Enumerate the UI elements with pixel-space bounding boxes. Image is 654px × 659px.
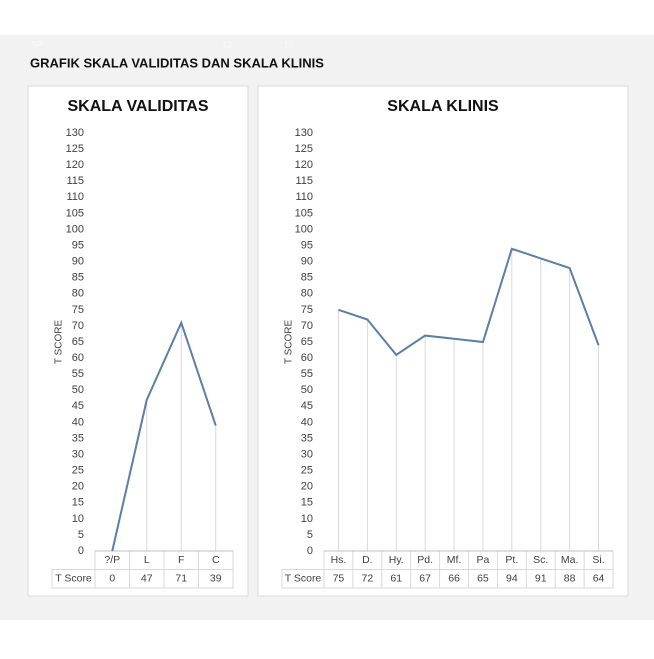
y-tick-label: 100 <box>66 223 84 235</box>
x-tick-label: C <box>212 554 220 566</box>
x-tick-label: ?/P <box>104 554 120 566</box>
table-value: 0 <box>109 573 115 585</box>
y-tick-label: 70 <box>301 320 313 332</box>
y-tick-label: 105 <box>295 207 313 219</box>
table-value: 72 <box>362 573 374 585</box>
y-tick-label: 115 <box>66 175 84 187</box>
y-tick-label: 75 <box>301 304 313 316</box>
y-tick-label: 90 <box>72 256 84 268</box>
y-tick-label: 30 <box>72 448 84 460</box>
series-line <box>338 247 600 357</box>
table-value: 39 <box>210 573 222 585</box>
y-tick-label: 70 <box>72 320 84 332</box>
x-tick-label: L <box>144 554 150 566</box>
y-tick-label: 95 <box>72 239 84 251</box>
chart-panel <box>27 85 249 597</box>
y-tick-label: 5 <box>307 529 313 541</box>
table-value: 71 <box>175 573 187 585</box>
faint-cell: 5P <box>32 39 43 49</box>
y-tick-label: 40 <box>72 416 84 428</box>
y-tick-label: 25 <box>72 465 84 477</box>
x-tick-label: Mf. <box>447 554 462 566</box>
y-tick-label: 80 <box>72 288 84 300</box>
y-tick-label: 130 <box>295 127 313 139</box>
x-tick-label: Si. <box>592 554 604 566</box>
y-tick-label: 15 <box>301 497 313 509</box>
x-tick-label: Sc. <box>533 554 548 566</box>
y-tick-label: 85 <box>301 272 313 284</box>
y-tick-label: 85 <box>72 272 84 284</box>
y-tick-label: 10 <box>72 513 84 525</box>
page-title: GRAFIK SKALA VALIDITAS DAN SKALA KLINIS <box>30 55 324 70</box>
x-tick-label: Hy. <box>389 554 404 566</box>
y-tick-label: 110 <box>66 191 84 203</box>
y-tick-label: 0 <box>307 545 313 557</box>
chart-title: SKALA KLINIS <box>387 98 499 115</box>
y-tick-label: 105 <box>66 207 84 219</box>
y-axis-title: T SCORE <box>284 320 295 365</box>
y-tick-label: 50 <box>72 384 84 396</box>
series-line <box>111 319 217 552</box>
y-tick-label: 55 <box>301 368 313 380</box>
table-value: 67 <box>419 573 431 585</box>
y-tick-label: 75 <box>72 304 84 316</box>
y-tick-label: 20 <box>301 481 313 493</box>
y-tick-label: 115 <box>295 175 313 187</box>
table-value: 88 <box>564 573 576 585</box>
y-tick-label: 65 <box>301 336 313 348</box>
faint-cell: 13 <box>222 39 232 49</box>
y-tick-label: 15 <box>72 497 84 509</box>
y-tick-label: 55 <box>72 368 84 380</box>
y-tick-label: 35 <box>72 432 84 444</box>
x-tick-label: D. <box>362 554 373 566</box>
table-value: 65 <box>477 573 489 585</box>
y-tick-label: 110 <box>295 191 313 203</box>
y-tick-label: 120 <box>295 159 313 171</box>
y-tick-label: 60 <box>301 352 313 364</box>
y-tick-label: 20 <box>72 481 84 493</box>
table-value: 91 <box>535 573 547 585</box>
y-tick-label: 25 <box>301 465 313 477</box>
y-tick-label: 40 <box>301 416 313 428</box>
table-value: 64 <box>593 573 605 585</box>
y-tick-label: 130 <box>66 127 84 139</box>
table-value: 61 <box>390 573 402 585</box>
table-value: 75 <box>333 573 345 585</box>
x-tick-label: F <box>178 554 184 566</box>
y-tick-label: 65 <box>72 336 84 348</box>
table-value: 66 <box>448 573 460 585</box>
y-tick-label: 95 <box>301 239 313 251</box>
chart-title: SKALA VALIDITAS <box>67 98 208 115</box>
x-tick-label: Pt. <box>505 554 518 566</box>
faint-cell: 18 <box>284 39 294 49</box>
y-tick-label: 100 <box>295 223 313 235</box>
y-tick-label: 80 <box>301 288 313 300</box>
y-tick-label: 60 <box>72 352 84 364</box>
y-tick-label: 90 <box>301 256 313 268</box>
y-tick-label: 45 <box>72 400 84 412</box>
y-axis-title: T SCORE <box>54 320 65 365</box>
y-tick-label: 30 <box>301 448 313 460</box>
table-value: 94 <box>506 573 518 585</box>
y-tick-label: 10 <box>301 513 313 525</box>
chart-panel <box>257 85 629 597</box>
y-tick-label: 0 <box>78 545 84 557</box>
y-tick-label: 35 <box>301 432 313 444</box>
x-tick-label: Pa <box>477 554 490 566</box>
y-tick-label: 120 <box>66 159 84 171</box>
y-tick-label: 5 <box>78 529 84 541</box>
y-tick-label: 125 <box>295 143 313 155</box>
y-tick-label: 125 <box>66 143 84 155</box>
table-row-label: T Score <box>285 573 322 585</box>
x-tick-label: Pd. <box>417 554 433 566</box>
y-tick-label: 45 <box>301 400 313 412</box>
table-value: 47 <box>141 573 153 585</box>
y-tick-label: 50 <box>301 384 313 396</box>
table-row-label: T Score <box>55 573 92 585</box>
x-tick-label: Ma. <box>561 554 579 566</box>
x-tick-label: Hs. <box>331 554 347 566</box>
